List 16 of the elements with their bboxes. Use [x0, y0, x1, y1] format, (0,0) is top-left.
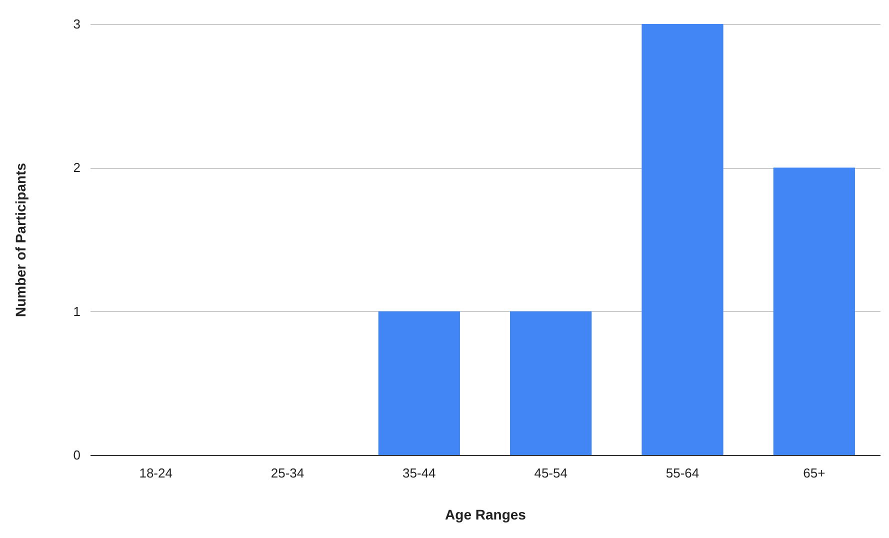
y-tick-label: 3	[73, 16, 80, 32]
y-tick-label: 1	[73, 304, 80, 319]
x-tick-label: 35-44	[402, 466, 436, 480]
bar	[773, 168, 855, 455]
y-axis-title: Number of Participants	[12, 162, 28, 318]
x-tick-label: 18-24	[139, 466, 172, 480]
x-tick-label: 25-34	[270, 466, 304, 480]
bar	[510, 311, 592, 455]
x-tick-label: 55-64	[666, 466, 700, 480]
x-tick-label: 65+	[803, 466, 826, 480]
x-tick-label: 45-54	[534, 466, 568, 480]
bar	[642, 24, 724, 455]
y-tick-label: 2	[73, 160, 80, 176]
bar	[378, 311, 460, 455]
x-axis-title: Age Ranges	[445, 506, 526, 522]
y-tick-label: 0	[73, 448, 80, 462]
